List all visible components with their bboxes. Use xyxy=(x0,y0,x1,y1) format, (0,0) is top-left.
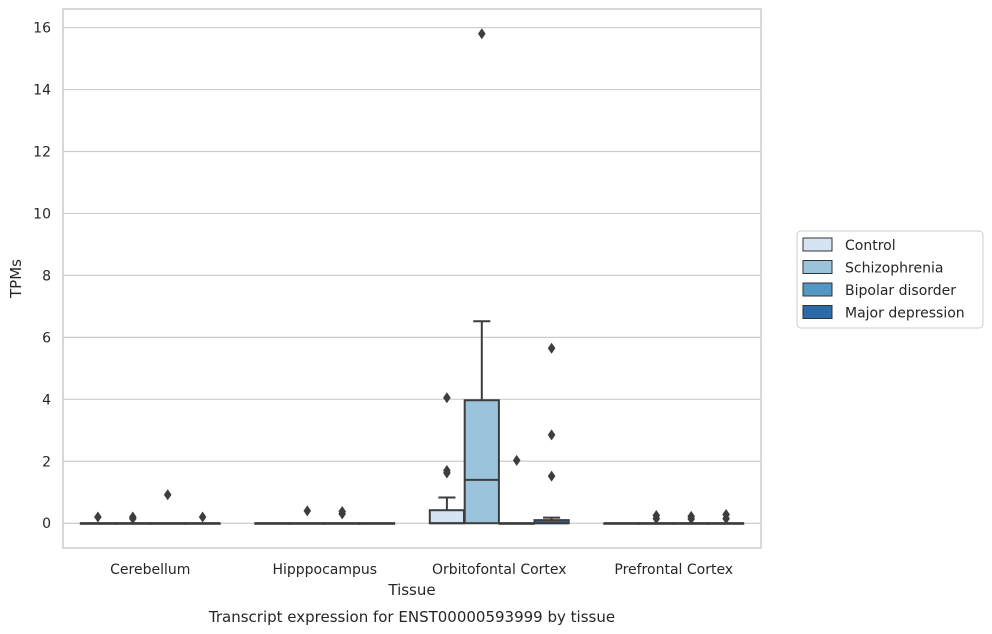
box-group xyxy=(603,522,640,525)
box-group xyxy=(707,509,745,525)
box-group xyxy=(184,511,221,525)
box-group xyxy=(324,505,361,525)
chart-caption: Transcript expression for ENST0000059399… xyxy=(208,608,615,626)
legend: Control Schizophrenia Bipolar disorder Majo… xyxy=(796,230,984,329)
legend-swatch xyxy=(802,260,833,274)
y-tick-label: 14 xyxy=(33,83,51,99)
box-group xyxy=(149,489,186,525)
box-group xyxy=(428,392,466,525)
outlier-point xyxy=(687,513,695,525)
outlier-point xyxy=(478,28,486,40)
outlier-point xyxy=(547,470,556,482)
outlier-point xyxy=(443,392,451,404)
x-tick-label: Cerebellum xyxy=(110,562,190,578)
box xyxy=(463,399,500,525)
outlier-point xyxy=(303,505,312,517)
box xyxy=(428,509,466,525)
plot-area-frame xyxy=(62,8,762,549)
y-tick-label: 0 xyxy=(42,516,51,532)
x-axis-label: Tissue xyxy=(387,581,435,599)
outlier-point xyxy=(547,429,556,441)
legend-swatch xyxy=(802,305,833,319)
box-group xyxy=(254,522,291,525)
legend-label: Control xyxy=(845,238,896,254)
x-tick-label: Orbitofontal Cortex xyxy=(432,562,567,578)
box-group xyxy=(114,511,151,525)
outlier-point xyxy=(512,454,521,466)
legend-label: Schizophrenia xyxy=(845,261,943,277)
box-plot-series xyxy=(79,28,745,525)
box-group xyxy=(79,511,117,525)
x-axis-ticks: Cerebellum Hipppocampus Orbitofontal Corte… xyxy=(110,562,733,578)
outlier-point xyxy=(652,513,661,525)
box-group xyxy=(289,505,326,525)
y-tick-label: 12 xyxy=(33,144,51,160)
y-tick-label: 6 xyxy=(42,330,51,346)
outlier-point xyxy=(163,489,172,501)
y-tick-label: 16 xyxy=(33,21,51,37)
y-axis-ticks: 0 2 4 6 8 10 12 14 16 xyxy=(33,21,51,533)
box-group xyxy=(498,454,535,525)
y-tick-label: 4 xyxy=(42,392,51,408)
outlier-point xyxy=(722,513,730,525)
x-tick-label: Hipppocampus xyxy=(272,562,377,578)
y-tick-label: 2 xyxy=(42,454,51,470)
outlier-point xyxy=(129,513,137,525)
x-tick-label: Prefrontal Cortex xyxy=(614,562,733,578)
outlier-point xyxy=(338,508,346,520)
legend-frame xyxy=(796,230,984,329)
outlier-point xyxy=(547,342,556,354)
outlier-point xyxy=(198,511,207,523)
box-group xyxy=(463,28,500,525)
legend-label: Major depression xyxy=(845,306,965,322)
y-tick-label: 10 xyxy=(33,206,51,222)
legend-swatch xyxy=(802,282,833,297)
box-group xyxy=(358,522,396,525)
box-group xyxy=(673,510,710,525)
outlier-point xyxy=(94,511,102,523)
y-tick-label: 8 xyxy=(42,268,51,284)
y-gridlines xyxy=(63,26,761,524)
outlier-point xyxy=(443,467,451,479)
legend-label: Bipolar disorder xyxy=(845,283,956,299)
legend-swatch xyxy=(802,237,833,252)
box-group xyxy=(533,342,570,525)
y-axis-label: TPMs xyxy=(7,259,25,299)
box-group xyxy=(638,509,675,525)
